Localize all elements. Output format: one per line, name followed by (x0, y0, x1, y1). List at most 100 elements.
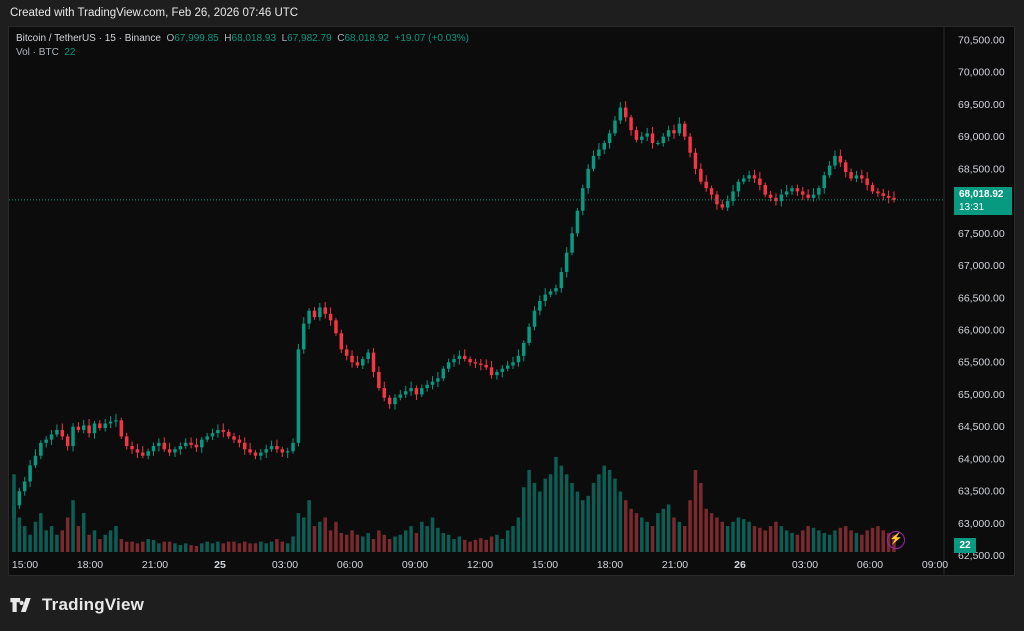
volume-bar (398, 534, 403, 552)
candle-body (570, 233, 574, 253)
symbol-title[interactable]: Bitcoin / TetherUS · 15 · Binance (16, 33, 161, 44)
volume-bar (210, 543, 215, 552)
candle-body (768, 194, 773, 198)
volume-bar (387, 539, 392, 552)
y-tick-label: 67,000.00 (958, 260, 1005, 272)
close-label: C (337, 33, 345, 44)
candle-body (886, 195, 891, 198)
volume-bar (661, 508, 666, 552)
volume-bar (645, 521, 649, 552)
y-tick-label: 63,500.00 (958, 486, 1005, 498)
candle-body (548, 291, 553, 295)
candle-body (543, 294, 547, 301)
lightning-bolt-icon[interactable]: ⚡ (887, 531, 905, 549)
volume-bar (570, 482, 574, 552)
candle-body (92, 423, 97, 434)
candle-body (44, 439, 48, 443)
x-tick-label: 15:00 (532, 559, 558, 571)
volume-bar (672, 517, 676, 552)
chart-frame[interactable]: 70,500.00 70,000.00 69,500.00 69,000.00 68,5… (8, 26, 1015, 576)
candle-body (130, 446, 134, 450)
volume-bar (173, 543, 177, 552)
candle-body (527, 326, 531, 343)
volume-bar (709, 513, 714, 552)
volume-bar (403, 530, 408, 552)
volume-bar (302, 517, 306, 552)
close-value: 68,018.92 (344, 33, 389, 44)
candle-body (511, 362, 515, 366)
candle-body (355, 362, 360, 366)
volume-bar (414, 533, 419, 552)
candle-body (232, 436, 236, 440)
volume-bar (130, 541, 134, 552)
candle-body (623, 107, 628, 118)
high-label: H (224, 33, 232, 44)
volume-bar (17, 517, 22, 552)
candle-body (774, 197, 778, 202)
candle-body (65, 436, 70, 447)
candle-body (312, 310, 317, 318)
candle-body (854, 175, 859, 179)
volume-bar (725, 526, 730, 552)
candle-body (479, 363, 483, 365)
volume-bar (189, 545, 193, 552)
volume-bar (221, 543, 226, 552)
volume-bar (124, 541, 129, 552)
candle-body (462, 355, 467, 360)
volume-bar (457, 536, 462, 552)
candle-body (82, 425, 86, 430)
candle-body (22, 481, 27, 492)
volume-label[interactable]: Vol · BTC (16, 47, 59, 58)
candle-body (758, 178, 762, 185)
candle-body (452, 359, 456, 363)
volume-bar (28, 534, 32, 552)
volume-bar (371, 539, 376, 552)
candle-body (591, 155, 596, 169)
volume-bar (55, 534, 59, 552)
x-tick-label: 03:00 (272, 559, 298, 571)
x-tick-label: 15:00 (12, 559, 38, 571)
y-tick-label: 70,500.00 (958, 34, 1005, 46)
candle-body (661, 136, 666, 144)
candle-body (151, 446, 156, 452)
volume-bar (801, 530, 805, 552)
candle-body (666, 130, 671, 137)
candle-body (409, 388, 413, 392)
volume-bar (870, 527, 875, 552)
candle-body (575, 210, 580, 234)
candle-body (103, 423, 107, 429)
volume-bar (232, 541, 236, 552)
candle-body (328, 313, 333, 321)
volume-bar (339, 533, 344, 552)
volume-bar (119, 539, 124, 552)
volume-bar (634, 513, 639, 552)
volume-bar (817, 530, 821, 552)
volume-bar (693, 469, 698, 552)
candle-body (414, 388, 419, 395)
volume-bar (307, 500, 311, 552)
volume-bar (854, 533, 859, 552)
volume-bar (446, 534, 451, 552)
volume-bar (613, 478, 617, 552)
candle-body (425, 384, 429, 389)
candle-body (801, 191, 805, 195)
candle-body (28, 465, 32, 482)
change-value: +19.07 (+0.03%) (394, 33, 470, 44)
volume-bar (167, 541, 172, 552)
volume-bar (656, 513, 660, 552)
x-tick-label: 18:00 (77, 559, 103, 571)
candle-body (420, 388, 424, 395)
candle-body (645, 133, 649, 137)
x-tick-label: 18:00 (597, 559, 623, 571)
candle-body (881, 193, 886, 196)
volume-bar (554, 457, 558, 552)
candlestick-chart[interactable]: 70,500.00 70,000.00 69,500.00 69,000.00 68,5… (9, 27, 1014, 575)
open-value: 67,999.85 (174, 33, 219, 44)
candle-body (725, 201, 730, 208)
candle-body (489, 367, 494, 376)
volume-bar (264, 543, 268, 552)
volume-bar (103, 534, 107, 552)
volume-bar (22, 526, 27, 552)
candle-body (876, 191, 880, 194)
candle-body (323, 307, 327, 314)
